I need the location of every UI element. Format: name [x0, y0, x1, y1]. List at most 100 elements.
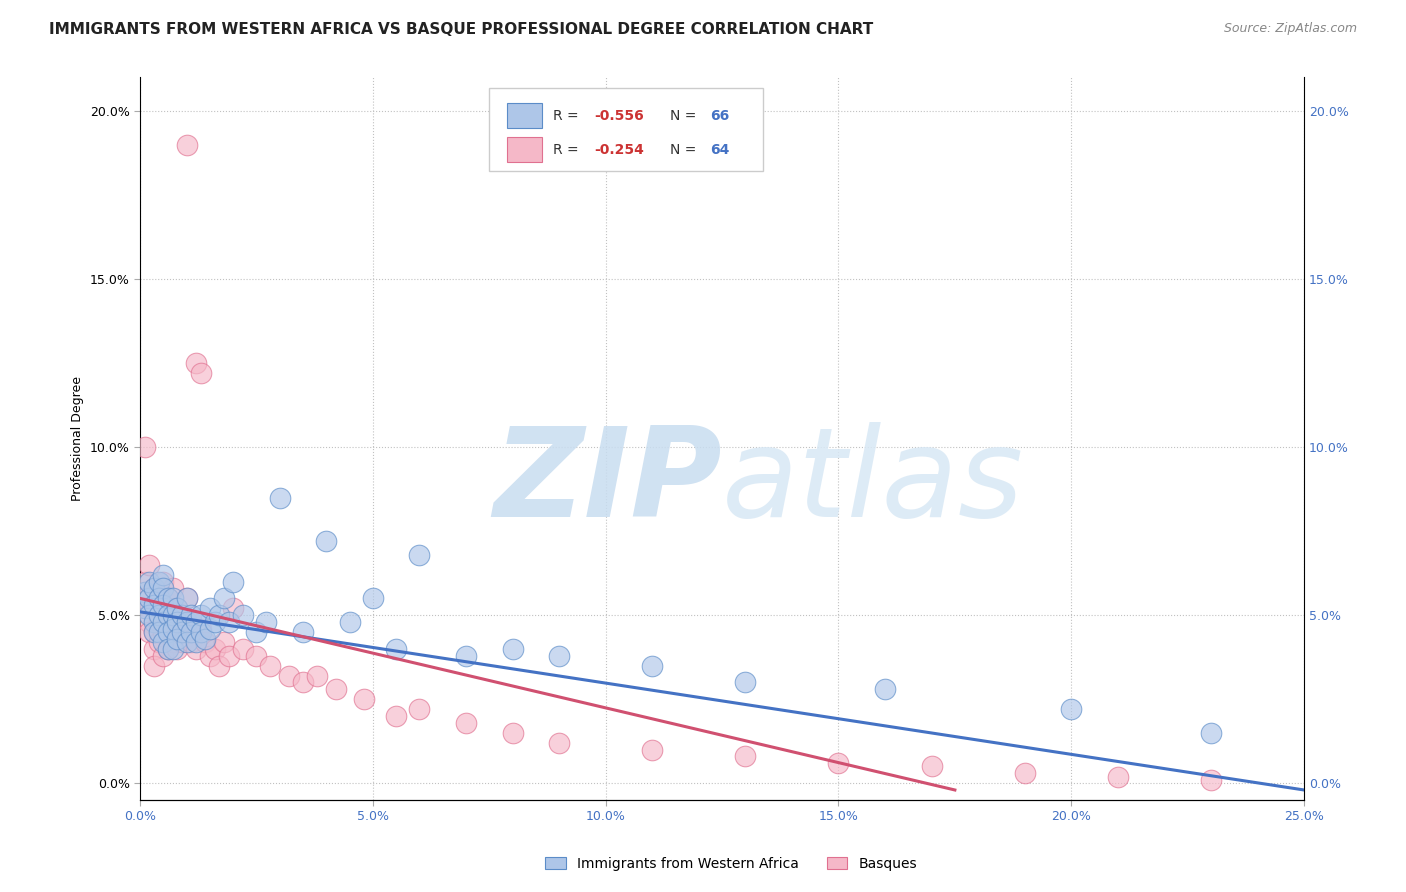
Point	[245, 625, 267, 640]
Point	[138, 591, 160, 606]
Point	[734, 675, 756, 690]
Point	[162, 622, 184, 636]
Point	[278, 669, 301, 683]
Point	[222, 601, 245, 615]
Point	[157, 625, 180, 640]
Point	[921, 759, 943, 773]
Point	[138, 558, 160, 572]
Point	[152, 574, 174, 589]
Point	[176, 591, 198, 606]
Point	[204, 641, 226, 656]
Point	[1199, 772, 1222, 787]
Point	[190, 366, 212, 380]
Point	[827, 756, 849, 770]
Text: -0.254: -0.254	[595, 143, 644, 157]
Point	[162, 608, 184, 623]
Point	[148, 635, 170, 649]
Point	[162, 608, 184, 623]
Point	[1060, 702, 1083, 716]
Point	[176, 591, 198, 606]
Point	[143, 582, 166, 596]
Point	[152, 598, 174, 612]
Point	[180, 625, 202, 640]
Point	[315, 534, 337, 549]
Point	[148, 625, 170, 640]
Point	[152, 582, 174, 596]
Point	[502, 641, 524, 656]
Point	[166, 641, 188, 656]
Text: N =: N =	[669, 143, 700, 157]
Text: Source: ZipAtlas.com: Source: ZipAtlas.com	[1223, 22, 1357, 36]
Point	[134, 601, 156, 615]
Point	[361, 591, 384, 606]
Point	[231, 608, 253, 623]
Point	[152, 601, 174, 615]
Text: 64: 64	[710, 143, 730, 157]
Point	[157, 641, 180, 656]
Legend: Immigrants from Western Africa, Basques: Immigrants from Western Africa, Basques	[540, 851, 922, 876]
Point	[148, 608, 170, 623]
Text: R =: R =	[554, 143, 583, 157]
Point	[134, 440, 156, 454]
Y-axis label: Professional Degree: Professional Degree	[72, 376, 84, 501]
Point	[152, 635, 174, 649]
Point	[222, 574, 245, 589]
Point	[734, 749, 756, 764]
Point	[194, 632, 217, 646]
Point	[134, 584, 156, 599]
Point	[194, 635, 217, 649]
FancyBboxPatch shape	[506, 137, 541, 162]
Point	[184, 641, 207, 656]
Point	[166, 601, 188, 615]
Point	[162, 635, 184, 649]
Text: N =: N =	[669, 109, 700, 123]
Point	[641, 742, 664, 756]
Point	[152, 648, 174, 663]
Point	[245, 648, 267, 663]
Point	[198, 601, 221, 615]
Point	[548, 736, 571, 750]
Point	[454, 648, 477, 663]
Text: IMMIGRANTS FROM WESTERN AFRICA VS BASQUE PROFESSIONAL DEGREE CORRELATION CHART: IMMIGRANTS FROM WESTERN AFRICA VS BASQUE…	[49, 22, 873, 37]
Point	[143, 625, 166, 640]
FancyBboxPatch shape	[506, 103, 541, 128]
FancyBboxPatch shape	[489, 88, 763, 171]
Point	[170, 608, 193, 623]
Point	[180, 615, 202, 629]
Text: -0.556: -0.556	[595, 109, 644, 123]
Point	[385, 709, 408, 723]
Point	[157, 591, 180, 606]
Text: ZIP: ZIP	[494, 422, 723, 542]
Point	[502, 726, 524, 740]
Point	[148, 591, 170, 606]
Point	[212, 591, 235, 606]
Point	[170, 635, 193, 649]
Point	[212, 635, 235, 649]
Point	[176, 615, 198, 629]
Point	[143, 658, 166, 673]
Text: 66: 66	[710, 109, 730, 123]
Point	[180, 608, 202, 623]
Point	[138, 625, 160, 640]
Point	[148, 615, 170, 629]
Point	[170, 625, 193, 640]
Point	[143, 582, 166, 596]
Point	[198, 648, 221, 663]
Point	[166, 622, 188, 636]
Point	[190, 608, 212, 623]
Point	[166, 601, 188, 615]
Point	[152, 625, 174, 640]
Point	[157, 641, 180, 656]
Point	[190, 625, 212, 640]
Point	[138, 574, 160, 589]
Point	[143, 625, 166, 640]
Point	[184, 356, 207, 370]
Point	[166, 632, 188, 646]
Point	[204, 615, 226, 629]
Point	[305, 669, 328, 683]
Point	[408, 702, 430, 716]
Point	[254, 615, 277, 629]
Point	[218, 615, 240, 629]
Point	[148, 591, 170, 606]
Point	[208, 658, 231, 673]
